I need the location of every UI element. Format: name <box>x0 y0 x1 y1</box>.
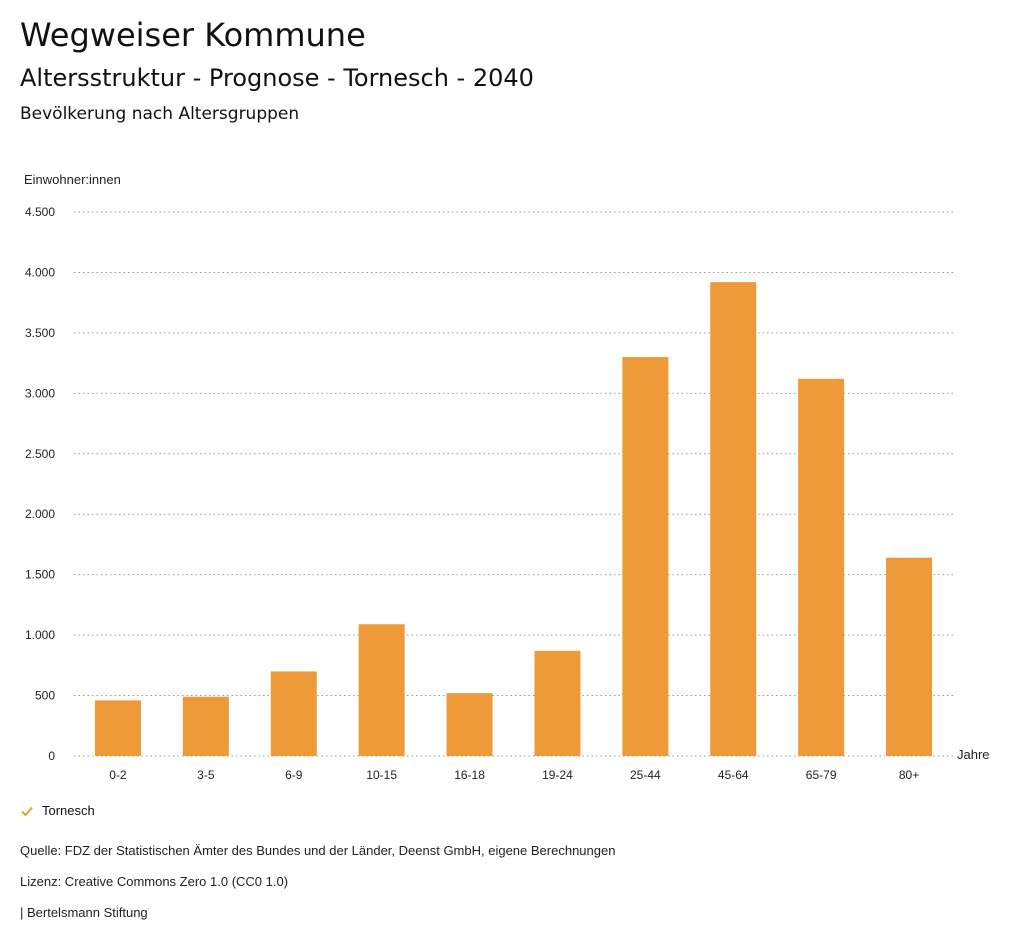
x-tick-label: 80+ <box>899 768 919 782</box>
page-title: Wegweiser Kommune <box>20 16 366 54</box>
bar-45-64[interactable] <box>710 282 757 756</box>
y-tick-label: 4.500 <box>25 205 55 219</box>
y-tick-label: 2.000 <box>25 507 55 521</box>
chart-section-title: Bevölkerung nach Altersgruppen <box>20 104 300 124</box>
y-axis-label: Einwohner:innen <box>24 172 121 187</box>
x-tick-label: 65-79 <box>806 768 837 782</box>
x-tick-labels: 0-2 3-5 6-9 10-15 16-18 19-24 25-44 45-64 65-79 8… <box>109 768 919 782</box>
x-tick-label: 19-24 <box>542 768 573 782</box>
y-tick-label: 3.500 <box>25 326 55 340</box>
brand-note: | Bertelsmann Stiftung <box>20 905 148 920</box>
bar-80+[interactable] <box>886 557 933 756</box>
check-icon <box>21 806 33 816</box>
y-tick-label: 0 <box>48 749 55 763</box>
x-tick-label: 3-5 <box>197 768 215 782</box>
x-tick-label: 25-44 <box>630 768 661 782</box>
bar-16-18[interactable] <box>446 693 493 756</box>
x-tick-label: 16-18 <box>454 768 485 782</box>
y-tick-labels: 0 500 1.000 1.500 2.000 2.500 3.000 3.500 4.000 4… <box>25 205 55 763</box>
bar-19-24[interactable] <box>534 650 581 756</box>
x-axis-label: Jahre <box>957 747 990 762</box>
y-tick-label: 4.000 <box>25 265 55 279</box>
y-tick-label: 500 <box>35 689 55 703</box>
x-tick-label: 6-9 <box>285 768 303 782</box>
x-tick-label: 10-15 <box>366 768 397 782</box>
bar-25-44[interactable] <box>622 357 669 756</box>
bar-6-9[interactable] <box>270 671 317 756</box>
bars <box>94 282 933 756</box>
bar-0-2[interactable] <box>94 700 141 756</box>
x-tick-label: 45-64 <box>718 768 749 782</box>
chart-subtitle: Altersstruktur - Prognose - Tornesch - 2… <box>20 64 534 92</box>
source-note: Quelle: FDZ der Statistischen Ämter des … <box>20 843 616 858</box>
license-note: Lizenz: Creative Commons Zero 1.0 (CC0 1… <box>20 874 289 889</box>
y-tick-label: 1.500 <box>25 568 55 582</box>
bar-10-15[interactable] <box>358 624 405 756</box>
legend-item-tornesch[interactable]: Tornesch <box>20 803 95 818</box>
bar-chart: Einwohner:innen Jahre 0 500 1.000 1.500 2.00… <box>24 172 990 782</box>
bar-65-79[interactable] <box>798 378 845 756</box>
bar-3-5[interactable] <box>182 696 229 756</box>
legend-label: Tornesch <box>42 803 95 818</box>
x-tick-label: 0-2 <box>109 768 127 782</box>
y-tick-label: 2.500 <box>25 447 55 461</box>
y-tick-label: 3.000 <box>25 386 55 400</box>
y-tick-label: 1.000 <box>25 628 55 642</box>
